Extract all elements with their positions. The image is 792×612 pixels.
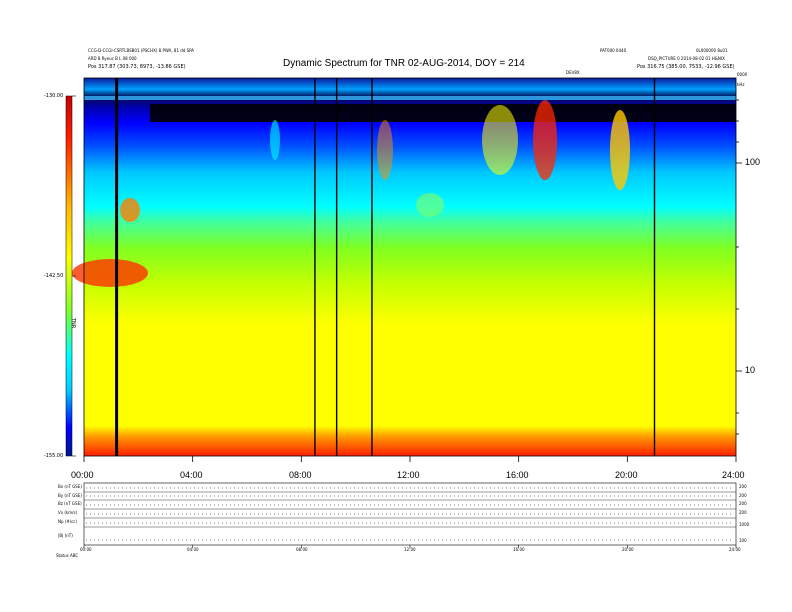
x-tick-label: 04:00 xyxy=(180,470,203,480)
lower-x-tick-label: 04:00 xyxy=(187,547,199,552)
x-tick-label: 12:00 xyxy=(397,470,420,480)
lower-x-tick-label: 00:00 xyxy=(80,547,92,552)
lower-label: Np (#/cc) xyxy=(58,519,78,524)
dark-band xyxy=(150,104,736,122)
x-tick-label: 08:00 xyxy=(289,470,312,480)
footer-status: Status ABC xyxy=(56,553,79,558)
header-right-line4: Pos 316.75 (385.00, 7533, -12.96 GSE) xyxy=(637,64,735,70)
lower-x-tick-label: 08:00 xyxy=(296,547,308,552)
lower-x-ticks xyxy=(83,545,737,548)
colorbar-tick-top: -130.00 xyxy=(44,93,64,99)
header-right-line5: 0000 xyxy=(737,72,748,77)
data-gap-lines xyxy=(115,78,656,456)
y-tick-10: 10 xyxy=(745,365,756,375)
header-left-line1: CCG-D-CCGI-CSRTLBSB01 (PSCHX) 8 PWA, 81 … xyxy=(88,48,195,53)
cyan-stripe xyxy=(84,96,736,100)
header-left-line2: ARD 8 Ryeuc B L 08 000 xyxy=(88,56,137,61)
colorbar-tick-bottom: -155.00 xyxy=(44,453,64,459)
burst-6 xyxy=(377,120,393,180)
lower-right-tick: 200 xyxy=(739,484,747,489)
lower-x-tick-label: 24:00 xyxy=(729,547,741,552)
burst-4 xyxy=(482,105,518,175)
colorbar-tick-mid: -142.50 xyxy=(44,273,64,279)
x-tick-label: 24:00 xyxy=(722,470,745,480)
lower-label: |B| (nT) xyxy=(58,533,73,538)
lower-label: Bz (nT GSE) xyxy=(58,501,82,506)
y-axis-ticks xyxy=(736,99,742,435)
header-right-line2: 0L000000 8u01 xyxy=(696,48,728,53)
header-right-line1: PAT000 0440 xyxy=(600,48,627,53)
lower-right-tick: 200 xyxy=(739,501,747,506)
lower-x-tick-label: 16:00 xyxy=(513,547,525,552)
lower-x-tick-label: 12:00 xyxy=(404,547,416,552)
lower-right-tick: 1000 xyxy=(739,522,750,527)
lower-right-tick: 100 xyxy=(739,538,747,543)
burst-2 xyxy=(533,100,557,180)
header-left-line3: Pos 317.87 (303.73, 8973, -13.86 GSE) xyxy=(88,64,186,70)
chart-title: Dynamic Spectrum for TNR 02-AUG-2014, DO… xyxy=(283,58,525,69)
lower-label: Vx (km/s) xyxy=(58,510,78,515)
lower-label: Bx (nT GSE) xyxy=(58,484,82,489)
header-right-line3: DSQ_PICTURE 0 2014-08-02 01 H&NIX xyxy=(648,56,725,61)
x-tick-label: 16:00 xyxy=(506,470,529,480)
lower-panel-traces xyxy=(86,487,734,541)
lower-x-tick-label: 20:00 xyxy=(622,547,634,552)
lower-right-tick: 200 xyxy=(739,510,747,515)
burst-5 xyxy=(416,193,444,217)
corner-label-devx: DEV8X xyxy=(566,70,580,75)
burst-low-freq xyxy=(72,259,148,287)
burst-7 xyxy=(270,120,280,160)
x-tick-label: 00:00 xyxy=(71,470,94,480)
lower-label: By (nT GSE) xyxy=(58,493,82,498)
x-axis-ticks xyxy=(83,456,737,462)
burst-3 xyxy=(610,110,630,190)
y-tick-100: 100 xyxy=(745,157,761,167)
x-tick-label: 20:00 xyxy=(615,470,638,480)
burst-1 xyxy=(120,198,140,222)
corner-label-khz: kHz xyxy=(737,82,745,87)
lower-right-tick: 200 xyxy=(739,493,747,498)
